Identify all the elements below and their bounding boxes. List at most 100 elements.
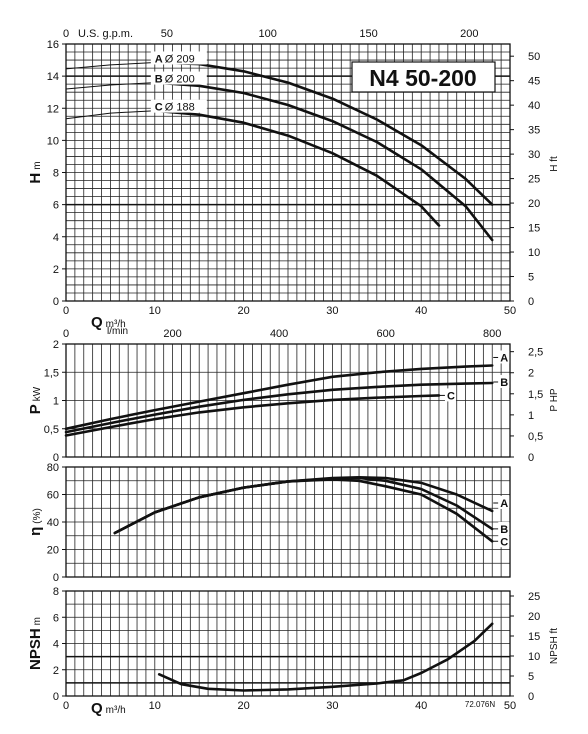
- npsh-x-tick-label: 10: [149, 700, 161, 712]
- npsh-grid: [65, 590, 511, 697]
- gpm-tick-label: 200: [460, 28, 478, 40]
- head-curve-a: [153, 61, 494, 206]
- power-y-tick-label: 0: [53, 452, 59, 464]
- lmin-axis-label: l/min: [107, 326, 128, 337]
- npsh-y-tick-label: 4: [53, 639, 59, 651]
- head-y2-tick-label: 35: [528, 125, 540, 137]
- svg-text:PkW: PkW: [27, 386, 44, 414]
- npsh-curve-npsh: [157, 622, 494, 692]
- power-curve-c: [64, 394, 441, 437]
- npsh-y2-axis-title: NPSH ft: [549, 628, 560, 664]
- document-code: 72.076N: [465, 700, 495, 709]
- gpm-tick-label: 150: [359, 28, 377, 40]
- head-curve-label-bg: [150, 51, 207, 65]
- head-curve-a-extension: [65, 62, 155, 70]
- svg-text:Hm: Hm: [27, 161, 44, 183]
- lmin-tick-label: 600: [377, 328, 395, 340]
- power-y2-tick-label: 2,5: [528, 347, 543, 359]
- npsh-y-axis-title: NPSHm: [27, 617, 44, 670]
- head-curve-c: [153, 109, 441, 227]
- head-y-tick-label: 6: [53, 200, 59, 212]
- svg-text:NPSHm: NPSHm: [27, 617, 44, 670]
- head-y-axis-title: Hm: [27, 161, 44, 183]
- svg-text:NPSH ft: NPSH ft: [549, 628, 560, 664]
- efficiency-y-tick-label: 20: [47, 545, 59, 557]
- npsh-y2-tick-label: 5: [528, 671, 534, 683]
- power-y2-tick-label: 1: [528, 410, 534, 422]
- power-y-tick-label: 1: [53, 396, 59, 408]
- head-curve-b: [153, 81, 494, 242]
- npsh-x-tick-label: 30: [326, 700, 338, 712]
- lmin-tick-label: 200: [163, 328, 181, 340]
- power-y2-tick-label: 0: [528, 452, 534, 464]
- head-y2-tick-label: 0: [528, 296, 534, 308]
- power-curve-a: [64, 364, 494, 431]
- power-curve-label-c: C: [447, 390, 455, 402]
- npsh-y2-tick-label: 15: [528, 631, 540, 643]
- head-y2-tick-label: 15: [528, 223, 540, 235]
- npsh-y-tick-label: 8: [53, 586, 59, 598]
- power-grid: [65, 343, 511, 458]
- lmin-tick-label: 800: [483, 328, 501, 340]
- head-x-tick-label: 50: [504, 305, 516, 317]
- power-y2-tick-label: 0,5: [528, 431, 543, 443]
- head-y-tick-label: 4: [53, 232, 59, 244]
- efficiency-y-axis-title: η(%): [27, 508, 44, 536]
- efficiency-y-tick-label: 0: [53, 572, 59, 584]
- head-y-tick-label: 2: [53, 264, 59, 276]
- power-y-axis-title: PkW: [27, 386, 44, 414]
- head-y2-tick-label: 25: [528, 174, 540, 186]
- head-y-tick-label: 8: [53, 168, 59, 180]
- npsh-y-tick-label: 6: [53, 612, 59, 624]
- head-x-tick-label: 40: [415, 305, 427, 317]
- npsh-y2-tick-label: 0: [528, 691, 534, 703]
- npsh-x-tick-label: 0: [63, 700, 69, 712]
- power-y-tick-label: 0,5: [44, 424, 59, 436]
- npsh-y-tick-label: 0: [53, 691, 59, 703]
- npsh-y-tick-label: 2: [53, 665, 59, 677]
- head-y2-tick-label: 45: [528, 76, 540, 88]
- head-y2-tick-label: 30: [528, 149, 540, 161]
- lmin-tick-label: 0: [63, 328, 69, 340]
- head-curve-c-extension: [65, 110, 155, 120]
- efficiency-curve-c: [113, 478, 494, 543]
- efficiency-y-tick-label: 40: [47, 517, 59, 529]
- efficiency-y-tick-label: 60: [47, 490, 59, 502]
- model-title-box: [351, 61, 496, 93]
- head-y2-tick-label: 40: [528, 100, 540, 112]
- power-y-tick-label: 2: [53, 339, 59, 351]
- svg-text:H ft: H ft: [549, 156, 560, 172]
- head-y2-tick-label: 10: [528, 247, 540, 259]
- head-y-tick-label: 16: [47, 39, 59, 51]
- npsh-x-tick-label: 20: [237, 700, 249, 712]
- head-y-tick-label: 14: [47, 71, 59, 83]
- head-curve-label-bg: [150, 71, 207, 85]
- efficiency-curve-label-c: C: [500, 536, 508, 548]
- power-curve-label-b: B: [500, 377, 508, 389]
- head-y-tick-label: 0: [53, 296, 59, 308]
- power-curve-label-a: A: [500, 352, 508, 364]
- svg-text:η(%): η(%): [27, 508, 44, 536]
- power-curve-b: [64, 381, 494, 434]
- head-y-tick-label: 12: [47, 103, 59, 115]
- efficiency-curve-label-b: B: [500, 524, 508, 536]
- power-y2-axis-title: P HP: [549, 388, 560, 411]
- power-y-tick-label: 1,5: [44, 367, 59, 379]
- head-x-tick-label: 10: [149, 305, 161, 317]
- gpm-tick-label: 100: [259, 28, 277, 40]
- gpm-axis-label: U.S. g.p.m.: [78, 28, 133, 40]
- npsh-y2-tick-label: 10: [528, 651, 540, 663]
- head-x-tick-label: 20: [237, 305, 249, 317]
- npsh-y2-tick-label: 20: [528, 611, 540, 623]
- head-y2-tick-label: 5: [528, 272, 534, 284]
- head-y-tick-label: 10: [47, 135, 59, 147]
- head-x-tick-label: 0: [63, 305, 69, 317]
- power-y2-tick-label: 2: [528, 368, 534, 380]
- model-title: N4 50-200: [369, 65, 476, 91]
- gpm-tick-label: 0: [63, 28, 69, 40]
